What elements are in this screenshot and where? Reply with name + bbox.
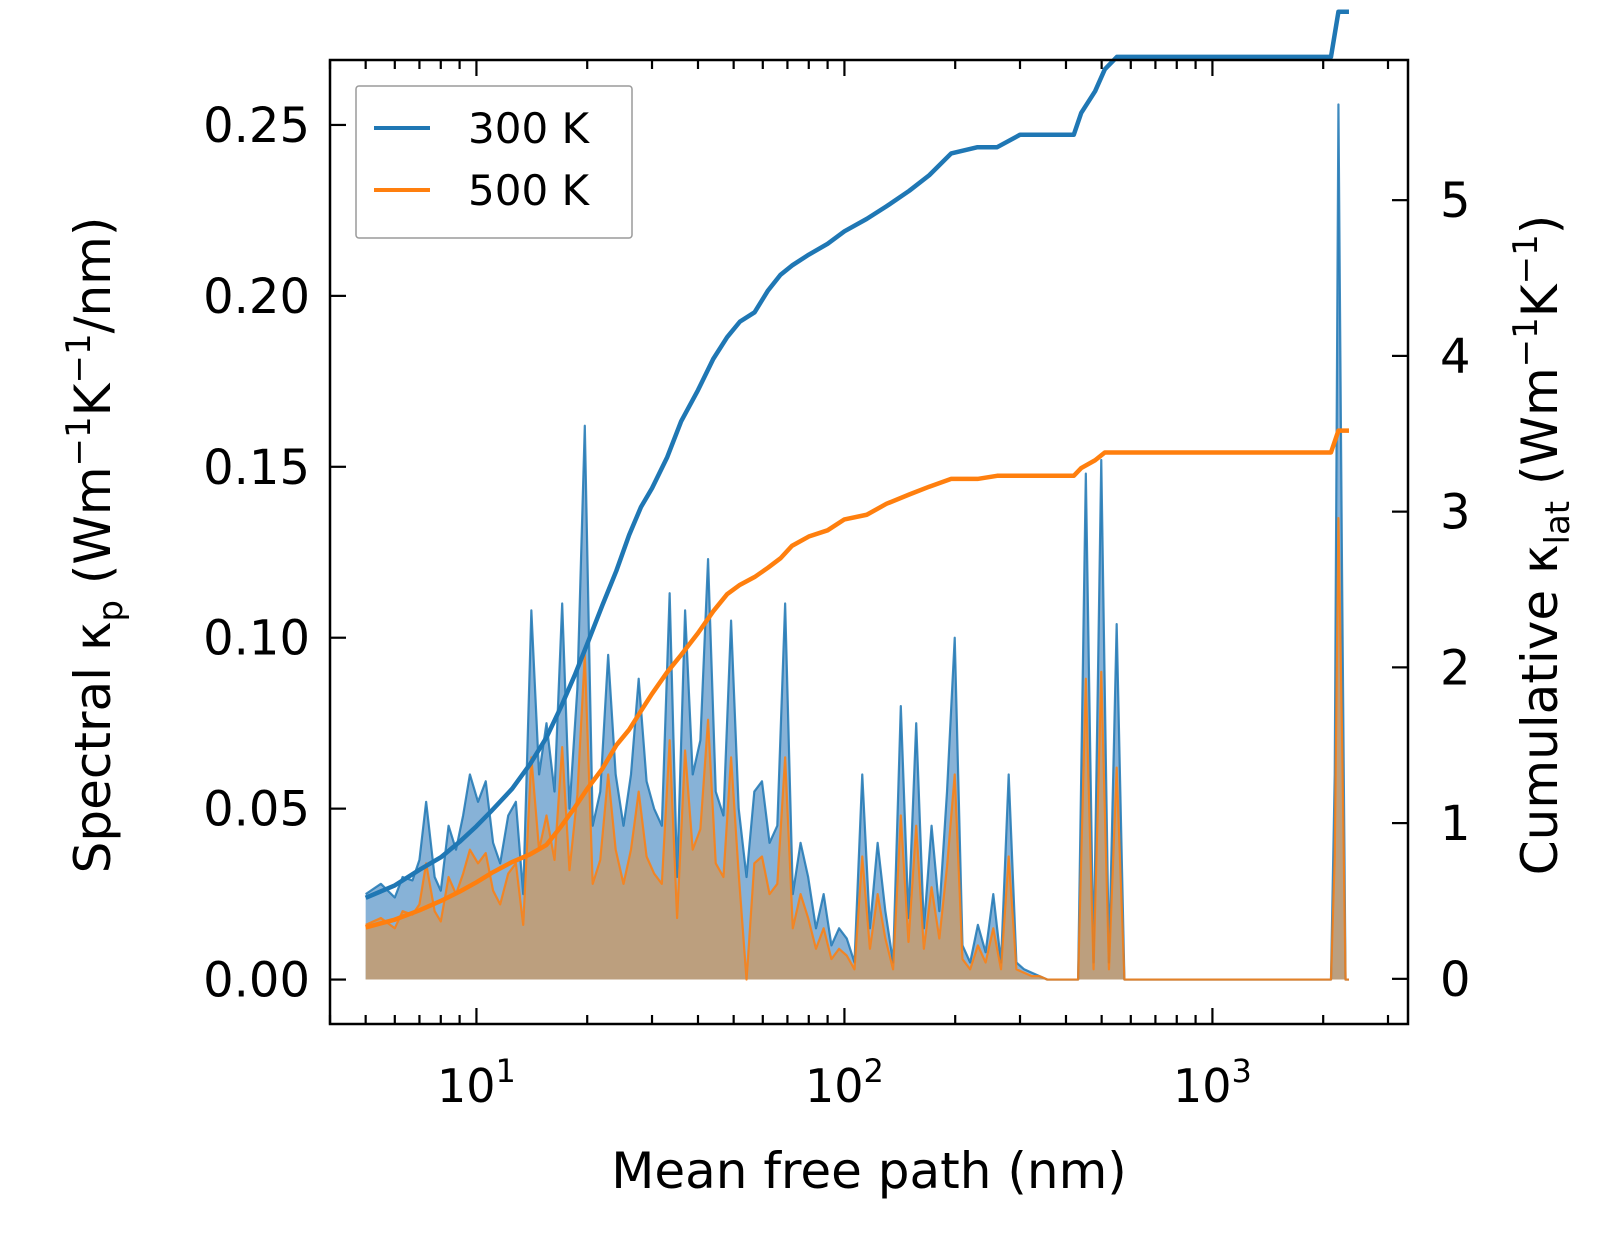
y-right-tick-label: 2 (1440, 640, 1471, 696)
tick-layer (328, 60, 1408, 1024)
legend-label-300k: 300 K (468, 104, 591, 153)
plot-frame (328, 58, 1410, 1026)
y-right-tick-label: 5 (1440, 173, 1471, 229)
x-tick-label: 103 (1173, 1052, 1252, 1113)
y-left-tick-label: 0.25 (203, 98, 310, 154)
spectral-area-500k (365, 518, 1349, 980)
y-left-tick-label: 0.00 (203, 953, 310, 1009)
y-right-tick-label: 3 (1440, 485, 1471, 541)
tick-label-layer: 101 102 103 0.00 0.05 0.10 0.15 0.20 0.25 0 1 2 3 4 5 (203, 98, 1470, 1113)
y-left-tick-label: 0.10 (203, 611, 310, 667)
y-right-tick-label: 1 (1440, 796, 1471, 852)
y-axis-label-left: Spectral κp (Wm−1K−1/nm) (59, 217, 131, 874)
legend-box (355, 85, 633, 239)
y-left-tick-label: 0.15 (203, 440, 310, 496)
cumulative-line-layer (364, 9, 1349, 930)
spectral-line-500k (365, 516, 1349, 981)
legend: 300 K 500 K (355, 85, 633, 239)
cumulative-line-500k (365, 428, 1349, 930)
cumulative-line-300k (364, 9, 1349, 900)
x-axis-label: Mean free path (nm) (611, 1142, 1127, 1200)
x-tick-label: 102 (805, 1052, 884, 1113)
x-tick-label: 101 (437, 1052, 516, 1113)
y-axis-label-right: Cumulative κlat (Wm−1K−1) (1506, 215, 1578, 875)
y-right-tick-label: 0 (1440, 952, 1471, 1008)
spectral-line-layer (365, 103, 1349, 981)
y-right-tick-label: 4 (1440, 329, 1471, 385)
legend-label-500k: 500 K (468, 166, 591, 215)
y-left-tick-label: 0.20 (203, 269, 310, 325)
y-left-tick-label: 0.05 (203, 782, 310, 838)
